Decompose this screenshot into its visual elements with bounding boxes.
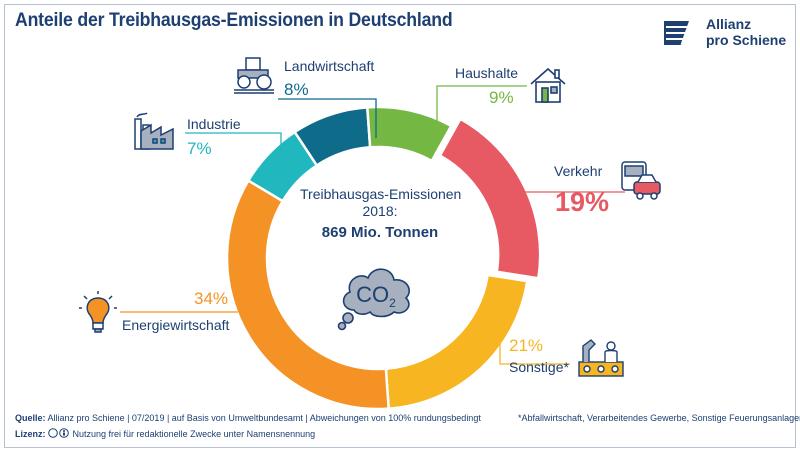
- industrial-worker-icon: [578, 339, 624, 377]
- co2-cloud-icon: CO2: [337, 268, 410, 331]
- center-total: 869 Mio. Tonnen: [321, 224, 439, 241]
- label-industrie: Industrie: [187, 116, 241, 132]
- slice-energiewirtschaft: [225, 178, 391, 411]
- page-title: Anteile der Treibhausgas-Emissionen in D…: [15, 10, 453, 31]
- pct-haushalte: 9%: [489, 88, 514, 107]
- slice-haushalte: [365, 105, 453, 163]
- footer-source-label: Quelle:: [15, 413, 46, 423]
- brand-line2: pro Schiene: [706, 32, 787, 48]
- lightbulb-icon: [79, 291, 117, 333]
- pct-landwirtschaft: 8%: [284, 80, 309, 99]
- label-landwirtschaft: Landwirtschaft: [284, 58, 375, 74]
- leader-line-industrie: [185, 132, 282, 160]
- leader-line-sonstige: [499, 332, 570, 365]
- label-sonstige: Sonstige*: [509, 359, 569, 375]
- pct-sonstige: 21%: [509, 336, 544, 355]
- pct-energiewirtschaft: 34%: [194, 289, 229, 308]
- footer-license-text: Nutzung frei für redaktionelle Zwecke un…: [72, 429, 316, 439]
- label-energiewirtschaft: Energiewirtschaft: [122, 317, 230, 333]
- label-haushalte: Haushalte: [455, 65, 519, 81]
- house-icon: [530, 67, 566, 103]
- allianz-logo-icon: [664, 16, 694, 46]
- leader-line-landwirtschaft: [278, 98, 377, 138]
- tractor-icon: [234, 57, 274, 94]
- footer-source: Quelle: Allianz pro Schiene | 07/2019 | …: [15, 413, 481, 423]
- page-frame: [4, 4, 796, 448]
- footer-license: Lizenz: Nutzung frei für redaktionelle Z…: [15, 428, 315, 439]
- footer-license-label: Lizenz:: [15, 429, 46, 439]
- brand-name: Allianz pro Schiene: [706, 16, 786, 48]
- cc-license-icon: [48, 428, 69, 438]
- footer-source-text: Allianz pro Schiene | 07/2019 | auf Basi…: [47, 413, 481, 423]
- pct-industrie: 7%: [187, 139, 212, 158]
- pct-verkehr: 19%: [555, 187, 610, 217]
- center-line2: 2018:: [362, 203, 398, 219]
- slice-verkehr: [438, 117, 542, 280]
- bus-car-icon: [621, 161, 661, 200]
- factory-icon: [134, 112, 174, 150]
- brand-line1: Allianz: [706, 16, 752, 32]
- footer-note: *Abfallwirtschaft, Verarbeitendes Gewerb…: [518, 413, 800, 423]
- label-verkehr: Verkehr: [554, 163, 603, 179]
- center-line1: Treibhausgas-Emissionen: [300, 186, 462, 202]
- leader-line-haushalte: [436, 85, 527, 130]
